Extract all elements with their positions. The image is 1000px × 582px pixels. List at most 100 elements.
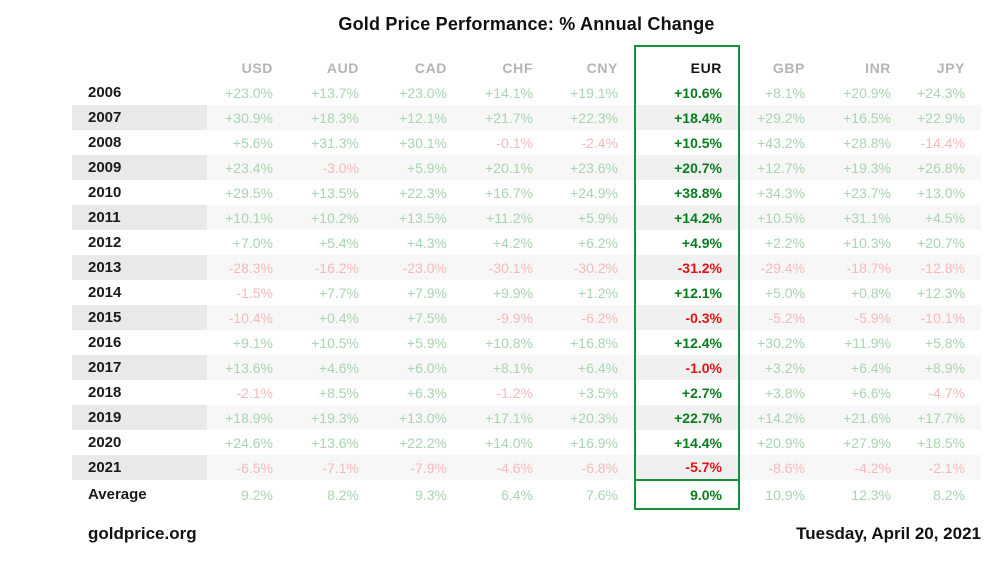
value-cell-chf-2016: +10.8% [485,334,533,351]
value-cell-chf-2009: +20.1% [463,155,549,180]
value-cell-gbp-2021: -8.6% [739,455,821,480]
value-cell-eur-2008: +10.5% [634,130,740,155]
column-header-eur: EUR [634,45,740,80]
value-cell-inr-average: 12.3% [851,486,891,503]
year-row-2008: 2008 +5.6% +31.3% +30.1% -0.1% -2.4% +10.5% +43… [72,130,981,155]
value-cell-cad-2008: +30.1% [399,134,447,151]
value-cell-cad-2018: +6.3% [406,384,447,401]
value-cell-aud-2009: -3.0% [289,155,375,180]
year-row-2016: 2016 +9.1% +10.5% +5.9% +10.8% +16.8% +12.4% +3… [72,330,981,355]
value-cell-cad-2019: +13.0% [375,405,463,430]
year-label: 2013 [72,255,207,280]
column-header-inr: INR [865,59,891,76]
value-cell-aud-2006: +13.7% [311,84,359,101]
column-header-chf: CHF [502,59,533,76]
value-cell-usd-average: 9.2% [241,486,273,503]
value-cell-cny-2014: +1.2% [577,284,618,301]
value-cell-aud-2008: +31.3% [311,134,359,151]
value-cell-jpy-average: 8.2% [933,486,965,503]
value-cell-gbp-2007: +29.2% [739,105,821,130]
column-header-usd: USD [241,59,273,76]
value-cell-usd-2009: +23.4% [207,155,289,180]
value-cell-gbp-2013: -29.4% [739,255,821,280]
value-cell-inr-2013: -18.7% [821,255,907,280]
value-cell-inr-2008: +28.8% [843,134,891,151]
value-cell-gbp-2018: +3.8% [764,384,805,401]
table-body: 2006 +23.0% +13.7% +23.0% +14.1% +19.1% +10.6%… [72,80,981,510]
year-row-2017: 2017 +13.6% +4.6% +6.0% +8.1% +6.4% -1.0% +3.2%… [72,355,981,380]
value-cell-aud-2014: +7.7% [318,284,359,301]
value-cell-jpy-2011: +4.5% [907,205,981,230]
value-cell-usd-2020: +24.6% [225,434,273,451]
value-cell-chf-2013: -30.1% [463,255,549,280]
value-cell-usd-2010: +29.5% [225,184,273,201]
year-label: 2020 [88,434,122,451]
value-cell-aud-average: 8.2% [327,486,359,503]
value-cell-gbp-2017: +3.2% [739,355,821,380]
value-cell-inr-2009: +19.3% [821,155,907,180]
value-cell-eur-2006: +10.6% [634,80,740,105]
value-cell-gbp-2012: +2.2% [764,234,805,251]
value-cell-usd-2011: +10.1% [207,205,289,230]
value-cell-usd-2016: +9.1% [232,334,273,351]
value-cell-aud-2012: +5.4% [318,234,359,251]
year-label: 2008 [88,134,122,151]
value-cell-gbp-2014: +5.0% [764,284,805,301]
value-cell-inr-2006: +20.9% [843,84,891,101]
value-cell-cad-2010: +22.3% [399,184,447,201]
value-cell-cny-2008: -2.4% [581,134,618,151]
value-cell-aud-2015: +0.4% [289,305,375,330]
column-header-gbp: GBP [772,59,805,76]
value-cell-cny-2020: +16.9% [570,434,618,451]
year-row-2012: 2012 +7.0% +5.4% +4.3% +4.2% +6.2% +4.9% +2.2% +… [72,230,981,255]
year-label: 2009 [72,155,207,180]
value-cell-cad-2015: +7.5% [375,305,463,330]
value-cell-gbp-2015: -5.2% [739,305,821,330]
value-cell-cad-2021: -7.9% [375,455,463,480]
value-cell-inr-2014: +0.8% [850,284,891,301]
value-cell-eur-2014: +12.1% [634,280,740,305]
value-cell-inr-2017: +6.4% [821,355,907,380]
value-cell-usd-2012: +7.0% [232,234,273,251]
value-cell-cad-2011: +13.5% [375,205,463,230]
value-cell-eur-2020: +14.4% [634,430,740,455]
value-cell-cad-2013: -23.0% [375,255,463,280]
value-cell-cad-2020: +22.2% [399,434,447,451]
value-cell-aud-2019: +19.3% [289,405,375,430]
date-label: Tuesday, April 20, 2021 [796,524,981,543]
year-label: 2015 [72,305,207,330]
value-cell-usd-2008: +5.6% [232,134,273,151]
value-cell-inr-2011: +31.1% [821,205,907,230]
value-cell-cad-2016: +5.9% [406,334,447,351]
value-cell-cny-2013: -30.2% [549,255,635,280]
year-label: 2012 [88,234,122,251]
value-cell-gbp-2009: +12.7% [739,155,821,180]
value-cell-chf-2007: +21.7% [463,105,549,130]
value-cell-eur-average: 9.0% [634,479,740,510]
year-label: 2007 [72,105,207,130]
value-cell-chf-2019: +17.1% [463,405,549,430]
year-row-2014: 2014 -1.5% +7.7% +7.9% +9.9% +1.2% +12.1% +5.0%… [72,280,981,305]
value-cell-cad-2014: +7.9% [406,284,447,301]
column-header-cad: CAD [414,59,447,76]
value-cell-aud-2013: -16.2% [289,255,375,280]
footer: goldprice.org Tuesday, April 20, 2021 [72,524,981,544]
value-cell-inr-2020: +27.9% [843,434,891,451]
value-cell-jpy-2017: +8.9% [907,355,981,380]
value-cell-chf-2010: +16.7% [485,184,533,201]
value-cell-gbp-2016: +30.2% [757,334,805,351]
year-row-2019: 2019 +18.9% +19.3% +13.0% +17.1% +20.3% +22.7%… [72,405,981,430]
value-cell-gbp-2011: +10.5% [739,205,821,230]
year-label: 2016 [88,334,122,351]
value-cell-usd-2006: +23.0% [225,84,273,101]
value-cell-gbp-2006: +8.1% [764,84,805,101]
value-cell-eur-2010: +38.8% [634,180,740,205]
value-cell-inr-2018: +6.6% [850,384,891,401]
value-cell-cny-2018: +3.5% [577,384,618,401]
year-label: 2019 [72,405,207,430]
value-cell-gbp-2008: +43.2% [757,134,805,151]
value-cell-chf-2017: +8.1% [463,355,549,380]
value-cell-usd-2007: +30.9% [207,105,289,130]
value-cell-gbp-average: 10.9% [765,486,805,503]
value-cell-jpy-2012: +20.7% [917,234,965,251]
